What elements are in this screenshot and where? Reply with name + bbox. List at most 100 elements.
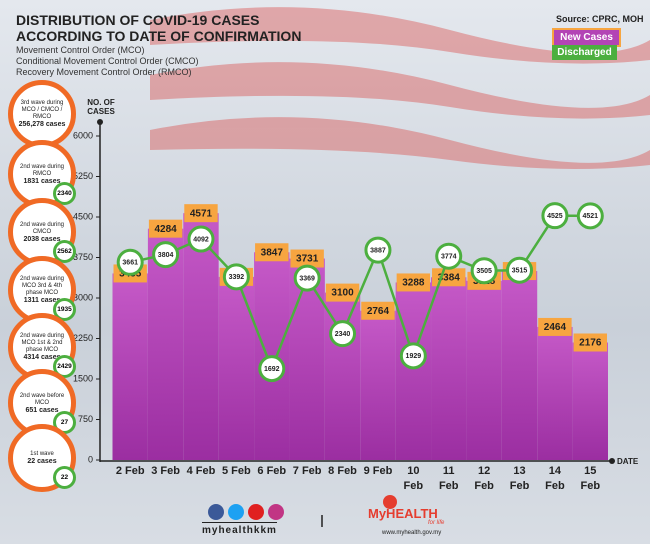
- x-tick-label: 6 Feb: [257, 465, 287, 477]
- source: Source: CPRC, MOH: [556, 14, 644, 24]
- wave-cases: 1831 cases: [23, 177, 61, 185]
- discharged-badge: 22: [53, 466, 76, 489]
- title: DISTRIBUTION OF COVID-19 CASES ACCORDING …: [16, 12, 301, 44]
- wave-cases: 4314 cases: [23, 354, 61, 361]
- wave-cases: 22 cases: [27, 458, 57, 465]
- bar-label: 3384: [438, 272, 461, 283]
- y-tick-label: 1500: [73, 373, 93, 383]
- wave-label: 2nd wave during MCO 3rd & 4th phase MCO: [19, 276, 65, 296]
- wave-label: 2nd wave before MCO: [19, 392, 65, 406]
- bar: [537, 326, 573, 460]
- y-tick-label: 4500: [73, 211, 93, 221]
- x-axis-end: [609, 458, 615, 464]
- x-tick-label: 14 Feb: [545, 465, 565, 492]
- flag-background: [150, 7, 650, 169]
- bar-label-box: [538, 317, 572, 336]
- discharged-label: 3661: [122, 260, 138, 267]
- discharged-badge: 2429: [53, 355, 76, 378]
- bar: [289, 258, 325, 460]
- wave-circle: 3rd wave during MCO / CMCO / RMCO 256,278…: [8, 80, 76, 148]
- bar: [466, 280, 502, 460]
- bar-label: 3100: [331, 288, 354, 299]
- discharged-marker: [541, 202, 569, 230]
- x-tick-label: 4 Feb: [186, 465, 216, 477]
- subtitle-line: Recovery Movement Control Order (RMCO): [16, 67, 192, 77]
- bar: [360, 310, 396, 460]
- bar-label: 4284: [154, 224, 177, 235]
- x-tick-label: 13 Feb: [509, 465, 530, 492]
- discharged-marker: [506, 256, 534, 284]
- bar-label-box: [361, 301, 395, 320]
- x-tick-label: 10 Feb: [403, 465, 424, 492]
- bar-label: 4571: [190, 208, 213, 219]
- discharged-marker: [222, 263, 250, 291]
- discharged-label: 3887: [370, 247, 386, 254]
- x-tick-label: 2 Feb: [115, 465, 145, 477]
- bar: [572, 342, 608, 460]
- discharged-label: 4525: [547, 213, 563, 220]
- bar-label-box: [255, 243, 289, 262]
- bar-label-box: [184, 204, 218, 223]
- y-tick-label: 750: [78, 414, 93, 424]
- bar-label: 3288: [402, 278, 425, 289]
- y-tick-label: 6000: [73, 130, 93, 140]
- bar-label-box: [290, 249, 324, 268]
- y-axis-label: NO. OF CASES: [87, 98, 115, 116]
- bar: [501, 271, 538, 460]
- bar-label-box: [396, 273, 431, 292]
- discharged-badge: 2562: [53, 240, 76, 263]
- bar: [431, 277, 467, 460]
- wave-label: 2nd wave during CMCO: [19, 221, 65, 235]
- logo-icon: [383, 495, 397, 509]
- wave-label: 1st wave: [30, 451, 54, 457]
- y-tick-label: 3000: [73, 292, 93, 302]
- discharged-label: 3392: [229, 274, 245, 281]
- twitter-icon[interactable]: [228, 504, 244, 520]
- discharged-badge: 2340: [53, 182, 76, 205]
- subtitle-line: Movement Control Order (MCO): [16, 45, 145, 55]
- bar-label: 2176: [579, 338, 602, 349]
- discharged-marker: [435, 242, 463, 270]
- wave-label: 2nd wave during RMCO: [19, 163, 65, 177]
- discharged-label: 1692: [264, 366, 280, 373]
- discharged-label: 1929: [406, 353, 422, 360]
- x-tick-label: 3 Feb: [151, 465, 180, 477]
- bar-label: 3731: [296, 254, 319, 265]
- wave-label: 3rd wave during MCO / CMCO / RMCO: [20, 100, 64, 120]
- discharged-marker: [293, 264, 321, 292]
- social-handle: myhealthkkm: [202, 522, 277, 536]
- discharged-marker: [187, 225, 215, 253]
- x-tick-label: 5 Feb: [222, 465, 251, 477]
- subtitle: Movement Control Order (MCO) Conditional …: [16, 45, 199, 78]
- wave-cases: 256,278 cases: [18, 121, 66, 128]
- bar: [395, 282, 432, 460]
- discharged-badge: 1935: [53, 298, 76, 321]
- discharged-label: 3505: [476, 268, 492, 275]
- bar-label: 2464: [544, 322, 567, 333]
- discharged-label: 4521: [583, 213, 599, 220]
- bar-label-box: [148, 219, 183, 238]
- bar-label-box: [325, 283, 360, 302]
- discharged-marker: [399, 342, 427, 370]
- wave-cases: 1311 cases: [23, 297, 61, 304]
- y-tick-label: 0: [88, 454, 93, 464]
- bar-label-box: [573, 333, 607, 352]
- title-line: DISTRIBUTION OF COVID-19 CASES: [16, 12, 260, 28]
- subtitle-line: Conditional Movement Control Order (CMCO…: [16, 56, 199, 66]
- discharged-label: 3369: [299, 275, 315, 282]
- y-tick-label: 5250: [73, 171, 93, 181]
- x-tick-label: 9 Feb: [363, 465, 393, 477]
- x-tick-label: 8 Feb: [328, 465, 357, 477]
- legend-entry: Discharged: [552, 45, 617, 60]
- wave-cases: 651 cases: [25, 406, 59, 414]
- x-tick-label: 7 Feb: [292, 465, 322, 477]
- discharged-marker: [470, 257, 498, 285]
- wave-cases: 2038 cases: [23, 235, 61, 243]
- youtube-icon[interactable]: [248, 504, 264, 520]
- discharged-label: 4092: [193, 236, 209, 243]
- facebook-icon[interactable]: [208, 504, 224, 520]
- discharged-label: 3774: [441, 254, 457, 261]
- instagram-icon[interactable]: [268, 504, 284, 520]
